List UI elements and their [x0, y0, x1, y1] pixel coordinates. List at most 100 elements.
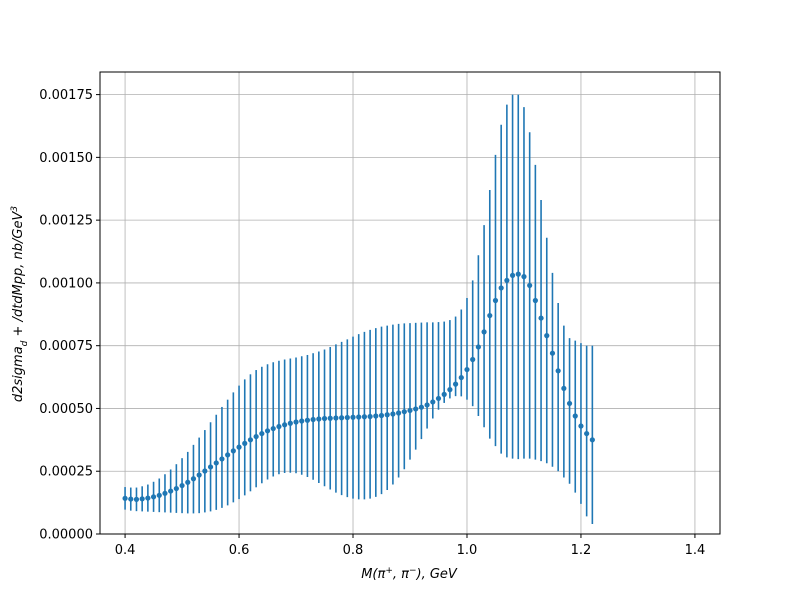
y-axis-label-sub: d	[20, 340, 30, 346]
data-point	[219, 456, 225, 462]
data-point	[168, 488, 174, 494]
data-point	[150, 494, 157, 500]
data-point	[424, 402, 430, 408]
x-tick-label: 1.0	[457, 543, 478, 558]
x-axis-label-sup2: −	[409, 566, 417, 576]
data-point	[390, 411, 396, 417]
data-point	[282, 422, 288, 428]
data-point	[418, 404, 424, 410]
x-tick-label: 0.8	[343, 543, 364, 558]
data-point	[316, 416, 322, 422]
x-tick-label: 0.4	[115, 543, 136, 558]
data-point	[413, 406, 419, 412]
data-point	[361, 414, 368, 420]
x-axis-label-mid: , π	[393, 567, 409, 582]
y-axis-label-mid: + /dtdMpp, nb/GeV	[11, 211, 26, 341]
data-point	[504, 277, 510, 284]
data-point	[515, 271, 521, 277]
data-point	[492, 297, 499, 304]
y-axis-label-main: d2sigma	[11, 346, 26, 402]
data-point	[378, 412, 385, 419]
y-axis-label-sup: 3	[10, 206, 20, 212]
data-point	[287, 420, 293, 426]
data-point	[367, 413, 373, 420]
plot-frame	[99, 71, 721, 535]
data-point	[470, 356, 476, 363]
data-point	[276, 423, 282, 430]
data-point	[162, 490, 168, 496]
data-point	[242, 440, 248, 446]
data-point	[190, 476, 197, 482]
x-tick-label: 1.4	[685, 543, 706, 558]
y-tick-label: 0.00175	[39, 88, 93, 103]
data-point	[230, 448, 236, 454]
data-point	[441, 391, 447, 397]
errorbar-series	[124, 94, 594, 524]
data-point	[207, 464, 214, 470]
data-point	[213, 460, 219, 466]
data-point	[128, 496, 134, 502]
data-point	[384, 412, 390, 418]
data-points	[122, 271, 595, 502]
data-point	[578, 423, 584, 429]
data-point	[321, 415, 328, 422]
grid-lines	[100, 72, 720, 535]
data-point	[549, 350, 556, 356]
data-point	[139, 496, 145, 502]
x-axis-label-tail: ), GeV	[416, 567, 458, 582]
y-tick-label: 0.00100	[39, 276, 93, 291]
data-point	[430, 399, 436, 405]
data-point	[521, 274, 527, 280]
data-point	[133, 496, 140, 502]
data-point	[270, 425, 276, 432]
data-point	[179, 482, 185, 489]
data-point	[452, 381, 459, 387]
x-tick-label: 0.6	[229, 543, 250, 558]
data-point	[293, 419, 299, 425]
data-point	[458, 374, 464, 381]
data-point	[350, 414, 356, 420]
data-point	[264, 428, 271, 434]
data-point	[532, 297, 538, 304]
x-axis-label-main: M(π	[361, 567, 385, 582]
y-tick-label: 0.00075	[39, 339, 93, 354]
data-point	[487, 312, 493, 319]
data-point	[225, 452, 231, 458]
data-point	[561, 385, 567, 391]
data-point	[481, 329, 487, 335]
data-point	[538, 315, 544, 321]
y-tick-label: 0.00000	[39, 528, 93, 543]
data-point	[566, 400, 573, 407]
data-point	[589, 437, 595, 443]
data-point	[196, 472, 202, 478]
y-tick-label: 0.00025	[39, 465, 93, 480]
data-point	[173, 485, 179, 492]
data-point	[435, 395, 442, 402]
x-axis-label-sup1: +	[385, 566, 393, 576]
data-point	[475, 344, 481, 350]
data-point	[584, 430, 590, 437]
data-point	[156, 492, 162, 498]
data-point	[339, 415, 345, 421]
data-point	[498, 285, 504, 291]
data-point	[356, 414, 362, 420]
data-point	[247, 437, 254, 443]
y-axis-label: d2sigmad + /dtdMpp, nb/GeV3	[10, 206, 30, 402]
data-point	[344, 414, 350, 421]
y-tick-label: 0.00125	[39, 214, 93, 229]
x-tick-label: 1.2	[571, 543, 592, 558]
data-point	[253, 433, 259, 440]
data-point	[122, 495, 128, 501]
data-point	[333, 415, 339, 421]
data-point	[509, 272, 516, 278]
axis-ticks: 0.4 0.6 0.8 1.0 1.2 1.4 0.00000 0.00025 0.00050 0…	[39, 88, 705, 558]
data-point	[407, 407, 413, 414]
data-point	[202, 468, 208, 474]
data-point	[527, 282, 533, 289]
data-point	[555, 368, 561, 374]
y-tick-label: 0.00150	[39, 151, 93, 166]
data-point	[185, 479, 191, 485]
data-point	[373, 413, 379, 419]
data-point	[396, 410, 402, 416]
